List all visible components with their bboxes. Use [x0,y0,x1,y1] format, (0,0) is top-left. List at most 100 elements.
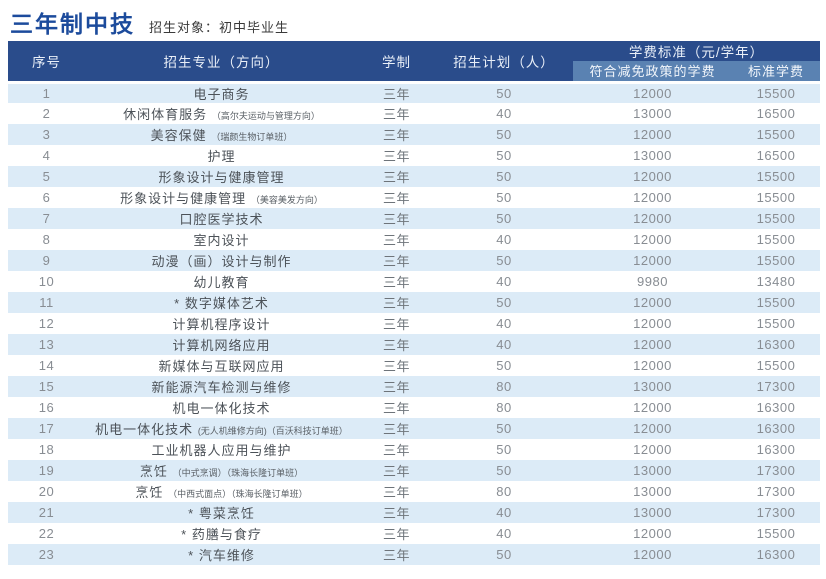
row-number: 10 [38,274,55,289]
header-bar: 三年制中技 招生对象：初中毕业生 [10,5,826,40]
standard-fee-cell: 17300 [756,379,796,394]
major-name: 计算机网络应用 [172,338,271,353]
page: 三年制中技 招生对象：初中毕业生 序号 招生专业（方向） 学制 招生计划（人） … [8,5,826,565]
duration-cell: 三年 [382,275,410,290]
duration-cell: 三年 [382,212,410,227]
plan-cell: 50 [496,211,512,226]
row-number: 14 [38,358,55,373]
major-name: 室内设计 [193,233,250,248]
row-number: 6 [42,190,51,205]
row-number: 2 [42,106,51,121]
reduced-fee-cell: 12000 [633,169,672,184]
major-cell: 动漫（画）设计与制作 [85,250,358,271]
plan-cell: 40 [496,526,512,541]
duration-cell: 三年 [382,170,410,185]
reduced-fee-cell: 12000 [633,295,672,310]
plan-cell: 40 [496,316,512,331]
major-cell: * 数字媒体艺术 [85,292,358,313]
row-number: 21 [38,505,55,520]
standard-fee-cell: 16500 [756,106,796,121]
major-cell: 计算机网络应用 [85,334,358,355]
table-row: 15 新能源汽车检测与维修 三年 80 13000 17300 [8,376,821,397]
major-note: (无人机维修方向)（百沃科技订单班） [197,426,348,436]
reduced-fee-cell: 13000 [633,379,672,394]
duration-cell: 三年 [382,359,410,374]
header-fee-group: 学费标准（元/学年） [573,41,821,61]
major-name: 机电一体化技术 [172,401,271,416]
duration-cell: 三年 [382,149,410,164]
table-row: 5 形象设计与健康管理 三年 50 12000 15500 [8,166,821,187]
plan-cell: 40 [496,337,512,352]
major-name: 计算机程序设计 [172,317,271,332]
duration-cell: 三年 [382,338,410,353]
header-plan: 招生计划（人） [435,41,573,84]
plan-cell: 50 [496,421,512,436]
header-fee-reduced: 符合减免政策的学费 [573,61,732,84]
plan-cell: 40 [496,106,512,121]
table-row: 6 形象设计与健康管理 （美容美发方向） 三年 50 12000 15500 [8,187,820,208]
major-cell: * 汽车维修 [85,544,358,565]
major-name: 新能源汽车检测与维修 [151,380,292,395]
reduced-fee-cell: 12000 [633,232,672,247]
major-cell: * 药膳与食疗 [85,523,358,544]
standard-fee-cell: 17300 [756,484,796,499]
row-number: 18 [38,442,55,457]
standard-fee-cell: 16300 [756,421,796,436]
enrollment-table: 序号 招生专业（方向） 学制 招生计划（人） 学费标准（元/学年） 符合减免政策… [8,41,821,565]
standard-fee-cell: 15500 [756,85,796,101]
table-row: 1 电子商务 三年 50 12000 15500 [8,82,821,103]
duration-cell: 三年 [382,527,410,542]
major-name: 幼儿教育 [193,275,250,290]
plan-cell: 40 [496,274,512,289]
duration-cell: 三年 [382,380,410,395]
plan-cell: 50 [496,463,512,478]
standard-fee-cell: 16500 [756,148,796,163]
plan-cell: 50 [496,295,512,310]
standard-fee-cell: 15500 [756,190,796,205]
reduced-fee-cell: 12000 [633,190,672,205]
table-row: 21 * 粤菜烹饪 三年 40 13000 17300 [8,502,821,523]
plan-cell: 50 [496,358,512,373]
major-note: （中西式面点）（珠海长隆订单班） [168,489,308,499]
standard-fee-cell: 16300 [756,547,796,562]
plan-cell: 40 [496,232,512,247]
row-number: 20 [38,484,55,499]
table-row: 23 * 汽车维修 三年 50 12000 16300 [8,544,821,565]
standard-fee-cell: 13480 [756,274,796,289]
plan-cell: 80 [496,400,512,415]
major-name: 美容保健 [150,128,207,143]
table-row: 18 工业机器人应用与维护 三年 50 12000 16300 [8,439,820,460]
header-fee-standard: 标准学费 [732,61,821,84]
major-cell: 口腔医学技术 [85,208,358,229]
page-title: 三年制中技 [10,11,135,37]
standard-fee-cell: 15500 [756,295,796,310]
major-note: （中式烹调）（珠海长隆订单班） [172,468,304,478]
major-note: （高尔夫运动与管理方向） [211,111,320,121]
major-name: 烹饪 [139,464,168,479]
major-cell: 计算机程序设计 [85,313,358,334]
row-number: 8 [42,232,51,247]
major-name: 口腔医学技术 [179,212,264,227]
major-name: * 数字媒体艺术 [174,296,269,311]
standard-fee-cell: 15500 [756,316,796,331]
plan-cell: 50 [496,190,512,205]
row-number: 17 [38,421,55,436]
major-name: 新媒体与互联网应用 [158,359,285,374]
major-name: 休闲体育服务 [123,107,208,122]
standard-fee-cell: 16300 [756,400,796,415]
row-number: 16 [38,400,55,415]
duration-cell: 三年 [382,548,410,563]
plan-cell: 50 [496,547,512,562]
standard-fee-cell: 15500 [756,526,796,541]
duration-cell: 三年 [382,485,410,500]
standard-fee-cell: 16300 [756,442,796,457]
major-cell: 烹饪 （中西式面点）（珠海长隆订单班） [85,481,358,502]
reduced-fee-cell: 12000 [633,526,672,541]
row-number: 9 [42,253,51,268]
major-cell: 休闲体育服务 （高尔夫运动与管理方向） [85,103,358,124]
table-row: 16 机电一体化技术 三年 80 12000 16300 [8,397,820,418]
major-cell: 机电一体化技术 [85,397,358,418]
reduced-fee-cell: 12000 [633,253,672,268]
major-name: 形象设计与健康管理 [120,191,247,206]
table-row: 7 口腔医学技术 三年 50 12000 15500 [8,208,821,229]
